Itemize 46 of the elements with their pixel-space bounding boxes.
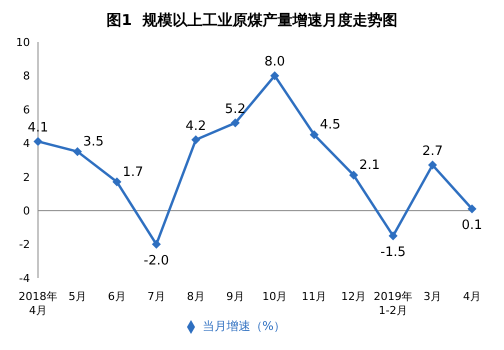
x-tick-label: 2019年1-2月 xyxy=(374,290,413,317)
point xyxy=(34,136,42,146)
y-tick-label: 2 xyxy=(23,170,30,184)
chart-title: 图1 规模以上工业原煤产量增速月度走势图 xyxy=(106,10,398,31)
point xyxy=(270,71,280,80)
data-label: 5.2 xyxy=(224,102,246,117)
point xyxy=(468,204,476,214)
data-label: 0.1 xyxy=(462,218,482,233)
x-tick-label: 11月 xyxy=(302,290,327,303)
point xyxy=(230,118,240,128)
y-tick-label: 10 xyxy=(16,36,30,49)
legend-label: 当月增速（%） xyxy=(202,319,286,333)
y-tick-label: 6 xyxy=(23,103,30,116)
x-tick-label: 7月 xyxy=(147,290,166,303)
x-tick-label: 10月 xyxy=(262,290,288,303)
point xyxy=(152,240,161,249)
y-tick-label: -2 xyxy=(19,238,30,252)
data-label: 1.7 xyxy=(122,164,144,180)
point xyxy=(428,160,438,170)
x-tick-label: 2018年4月 xyxy=(18,290,58,317)
x-tick-label: 9月 xyxy=(226,290,244,303)
data-label: 3.5 xyxy=(83,134,104,150)
data-label: 2.1 xyxy=(359,158,380,174)
y-tick-label: 4 xyxy=(23,137,30,150)
point xyxy=(191,135,200,144)
data-label: 4.5 xyxy=(320,118,341,133)
x-tick-label: 5月 xyxy=(68,290,86,303)
data-label: -2.0 xyxy=(144,253,170,268)
data-label: 8.0 xyxy=(264,54,286,70)
x-tick-label: 4月 xyxy=(463,290,481,303)
x-tick-label: 3月 xyxy=(424,290,442,303)
y-tick-label: -4 xyxy=(19,272,30,285)
data-label: -1.5 xyxy=(380,244,406,260)
x-tick-label: 6月 xyxy=(108,290,126,303)
point xyxy=(388,231,398,240)
point xyxy=(349,170,358,180)
data-label: 2.7 xyxy=(422,144,443,160)
point xyxy=(310,130,319,140)
data-label: 4.2 xyxy=(185,118,206,134)
y-tick-label: 0 xyxy=(23,204,30,218)
y-tick-label: 8 xyxy=(23,70,30,83)
x-tick-label: 8月 xyxy=(186,290,205,303)
data-label: 4.1 xyxy=(28,120,48,136)
point xyxy=(112,177,122,186)
point xyxy=(72,147,82,156)
x-tick-label: 12月 xyxy=(341,290,366,303)
